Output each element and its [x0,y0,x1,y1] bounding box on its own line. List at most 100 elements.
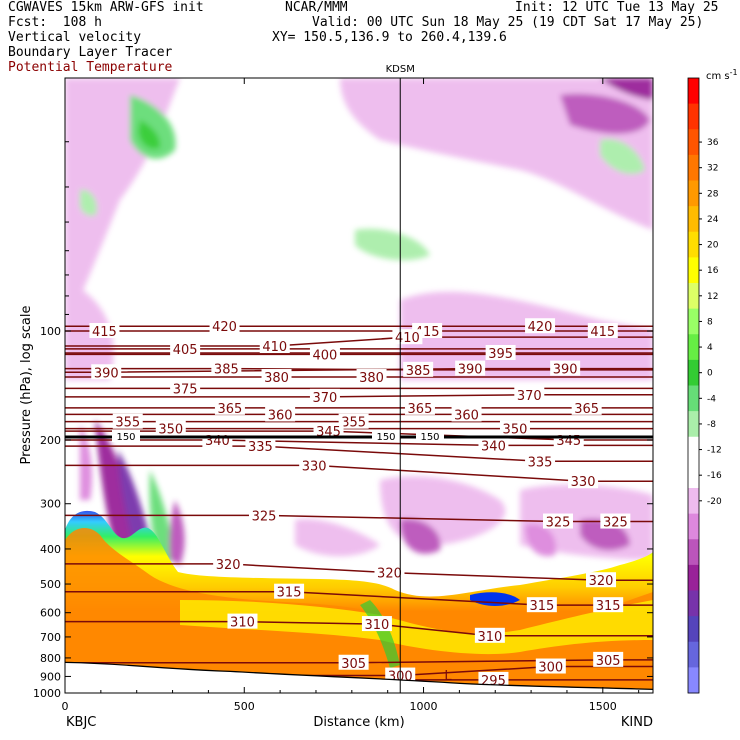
theta-label: 315 [277,586,302,601]
theta-label: 400 [313,348,338,363]
colorbar-swatch [688,462,699,489]
endpoint-right-label: KIND [621,715,653,730]
endpoint-left-label: KBJC [66,715,96,730]
theta-label-bg [265,406,296,422]
init-time: Init: 12 UTC Tue 13 May 25 [515,0,719,15]
theta-label-bg [170,340,201,356]
station-label: KDSM [386,64,415,75]
theta-label-bg [474,627,505,643]
w-field-region [169,500,185,565]
theta-label: 415 [92,325,117,340]
theta-contour-305 [65,659,653,664]
theta-label: 360 [268,408,293,423]
theta-label: 415 [590,325,615,340]
theta-label-bg [361,616,392,632]
theta-label: 405 [173,343,198,358]
theta-label: 350 [158,423,183,438]
theta-label: 390 [94,366,119,381]
tropopause-label: 150 [420,432,439,443]
theta-label-bg [213,555,244,571]
theta-label-bg [155,420,186,436]
colorbar-swatch [688,641,699,668]
lab-name: NCAR/MMM [285,0,348,15]
colorbar-swatch [688,564,699,591]
theta-label: 335 [528,455,553,470]
colorbar-swatch [688,78,699,105]
colorbar-swatch [688,539,699,566]
x-tick-label: 0 [62,700,69,713]
colorbar-swatch [688,359,699,386]
forecast-hour: Fcst: 108 h [8,15,102,30]
colorbar-swatch [688,257,699,284]
theta-label: 395 [488,347,513,362]
colorbar-swatch [688,103,699,130]
theta-label: 310 [365,618,390,633]
y-tick-label: 100 [40,325,61,338]
colorbar-swatch [688,513,699,540]
theta-label: 350 [503,423,528,438]
theta-label-bg [478,437,509,453]
theta-label-bg [309,388,340,404]
colorbar-level-label: 28 [707,189,719,199]
theta-label-bg [261,369,292,385]
w-field-region [79,189,97,216]
theta-contour-370 [65,394,653,398]
w-field-region [600,139,645,175]
theta-label: 390 [553,363,578,378]
theta-label: 365 [218,402,243,417]
colorbar-swatch [688,129,699,156]
x-axis-label: Distance (km) [313,715,404,730]
theta-label-bg [404,399,435,415]
theta-label-bg [535,658,566,674]
w-field-region [400,291,653,380]
model-title: CGWAVES 15km ARW-GFS init [8,0,204,15]
theta-label: 385 [214,363,239,378]
field-vertical-velocity: Vertical velocity [8,30,142,45]
bl-tracer-yellow-core [180,600,653,655]
theta-contour-410 [65,336,653,347]
colorbar-swatch [688,667,699,694]
theta-label: 310 [230,616,255,631]
theta-label: 315 [596,599,621,614]
theta-label: 305 [341,657,366,672]
colorbar-swatch [688,385,699,412]
colorbar-level-label: -12 [707,446,722,456]
colorbar-swatch [688,488,699,515]
theta-label-bg [338,413,369,429]
theta-label-bg [89,323,120,339]
w-field-region [600,78,653,100]
theta-label: 370 [517,389,542,404]
tropopause-label-bg [416,430,444,442]
w-field-region [525,524,556,557]
w-field-region [400,519,441,554]
theta-label: 330 [302,459,327,474]
theta-label: 315 [529,599,554,614]
colorbar-level-label: 16 [707,266,719,276]
colorbar-level-label: 8 [707,317,713,327]
colorbar-level-label: 32 [707,164,718,174]
theta-label-bg [600,513,631,529]
x-tick-label: 500 [234,700,255,713]
w-field-region [295,519,380,557]
theta-label-bg [586,572,617,588]
theta-label-bg [259,337,290,353]
theta-label: 340 [481,439,506,454]
colorbar-swatch [688,231,699,258]
theta-label: 325 [603,516,628,531]
theta-label-bg [571,399,602,415]
theta-label-bg [209,318,240,334]
theta-label-bg [568,473,599,489]
colorbar-level-label: -20 [707,497,722,507]
theta-label: 370 [313,391,338,406]
theta-label-bg [338,654,369,670]
w-field-region [95,420,132,560]
theta-label-bg [433,692,464,693]
theta-label: 365 [574,402,599,417]
y-tick-label: 600 [40,607,61,620]
field-boundary-layer-tracer: Boundary Layer Tracer [8,45,173,60]
theta-label-bg [374,564,405,580]
y-tick-label: 500 [40,578,61,591]
theta-label: 360 [454,408,479,423]
theta-label-bg [227,613,258,629]
